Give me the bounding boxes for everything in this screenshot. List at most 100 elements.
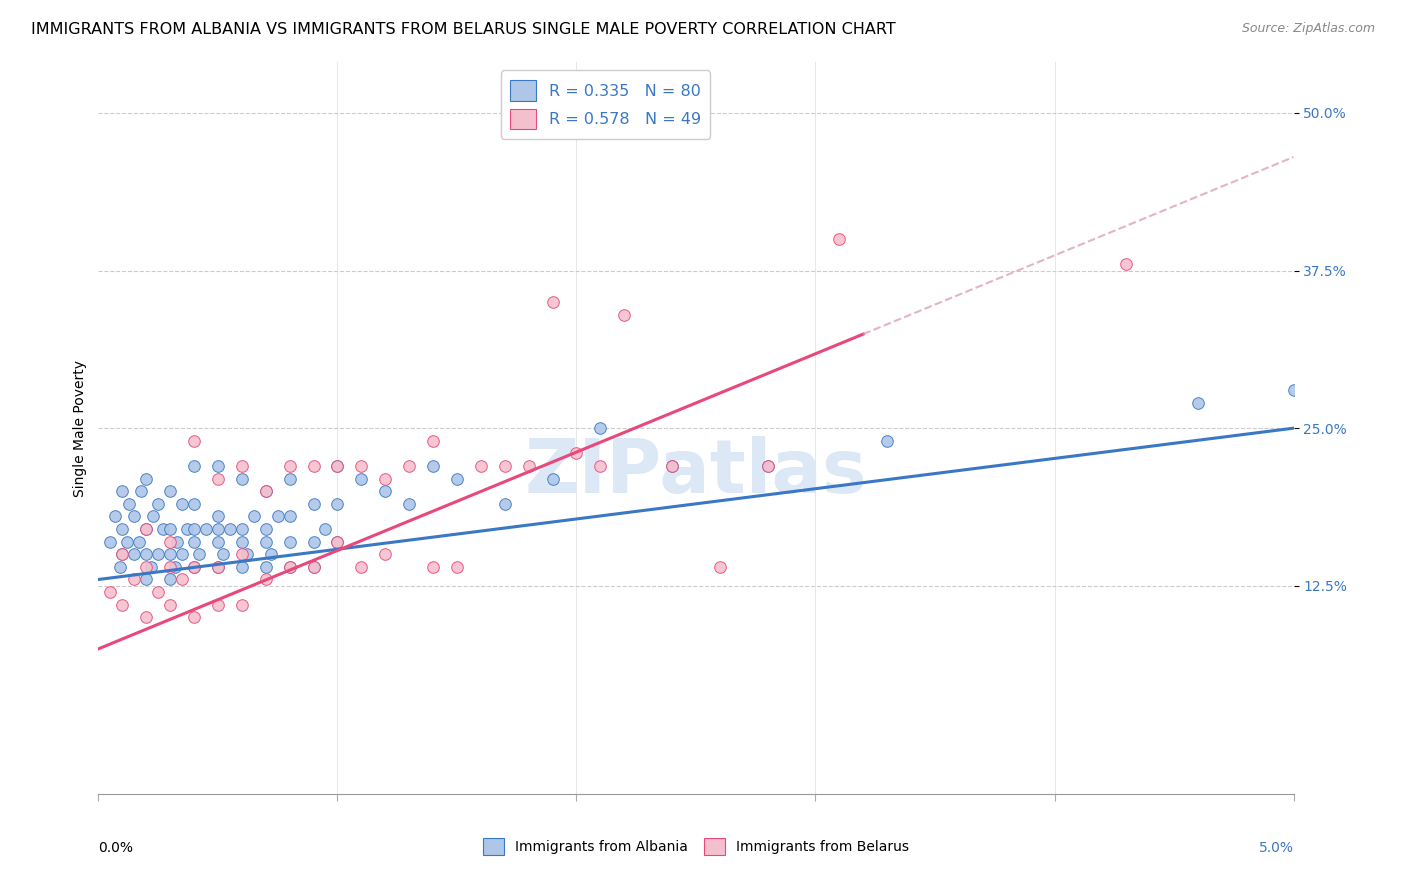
Point	[470, 458, 492, 473]
Point	[135, 547, 157, 561]
Point	[302, 497, 325, 511]
Point	[159, 484, 181, 499]
Point	[183, 458, 205, 473]
Point	[115, 534, 138, 549]
Point	[254, 484, 277, 499]
Point	[172, 497, 194, 511]
Point	[172, 547, 194, 561]
Point	[176, 522, 198, 536]
Point	[131, 484, 153, 499]
Point	[1115, 257, 1137, 271]
Point	[187, 547, 209, 561]
Point	[172, 573, 194, 587]
Point	[124, 547, 146, 561]
Point	[231, 522, 253, 536]
Point	[124, 509, 146, 524]
Text: Source: ZipAtlas.com: Source: ZipAtlas.com	[1241, 22, 1375, 36]
Point	[207, 560, 229, 574]
Point	[166, 534, 188, 549]
Point	[422, 458, 444, 473]
Point	[183, 560, 205, 574]
Point	[661, 458, 683, 473]
Point	[259, 547, 281, 561]
Point	[159, 573, 181, 587]
Y-axis label: Single Male Poverty: Single Male Poverty	[73, 359, 87, 497]
Point	[398, 458, 420, 473]
Point	[254, 534, 277, 549]
Point	[231, 534, 253, 549]
Point	[350, 458, 373, 473]
Point	[207, 560, 229, 574]
Point	[231, 547, 253, 561]
Point	[207, 472, 229, 486]
Point	[302, 560, 325, 574]
Point	[124, 573, 146, 587]
Point	[159, 547, 181, 561]
Point	[350, 472, 373, 486]
Point	[446, 560, 468, 574]
Point	[183, 610, 205, 624]
Point	[1187, 396, 1209, 410]
Point	[211, 547, 233, 561]
Point	[135, 610, 157, 624]
Point	[828, 232, 851, 246]
Point	[315, 522, 337, 536]
Point	[219, 522, 242, 536]
Point	[104, 509, 127, 524]
Text: 0.0%: 0.0%	[98, 841, 134, 855]
Point	[254, 522, 277, 536]
Point	[231, 598, 253, 612]
Point	[183, 434, 205, 448]
Point	[207, 522, 229, 536]
Point	[231, 458, 253, 473]
Point	[278, 560, 301, 574]
Point	[231, 472, 253, 486]
Point	[148, 547, 170, 561]
Point	[517, 458, 540, 473]
Point	[278, 560, 301, 574]
Point	[207, 458, 229, 473]
Point	[613, 308, 636, 322]
Point	[541, 472, 564, 486]
Point	[709, 560, 731, 574]
Point	[98, 585, 122, 599]
Point	[350, 560, 373, 574]
Point	[254, 484, 277, 499]
Point	[422, 560, 444, 574]
Point	[876, 434, 898, 448]
Point	[128, 534, 150, 549]
Legend: Immigrants from Albania, Immigrants from Belarus: Immigrants from Albania, Immigrants from…	[477, 832, 915, 860]
Point	[139, 560, 162, 574]
Point	[118, 497, 141, 511]
Point	[589, 421, 612, 435]
Point	[135, 522, 157, 536]
Point	[398, 497, 420, 511]
Point	[326, 497, 349, 511]
Point	[152, 522, 174, 536]
Point	[98, 534, 122, 549]
Point	[148, 497, 170, 511]
Point	[326, 534, 349, 549]
Point	[326, 458, 349, 473]
Point	[135, 573, 157, 587]
Point	[243, 509, 266, 524]
Point	[159, 522, 181, 536]
Point	[326, 458, 349, 473]
Point	[148, 585, 170, 599]
Point	[159, 534, 181, 549]
Text: IMMIGRANTS FROM ALBANIA VS IMMIGRANTS FROM BELARUS SINGLE MALE POVERTY CORRELATI: IMMIGRANTS FROM ALBANIA VS IMMIGRANTS FR…	[31, 22, 896, 37]
Point	[108, 560, 131, 574]
Point	[302, 534, 325, 549]
Point	[195, 522, 218, 536]
Point	[183, 534, 205, 549]
Point	[254, 560, 277, 574]
Point	[183, 497, 205, 511]
Point	[278, 534, 301, 549]
Point	[254, 573, 277, 587]
Point	[163, 560, 186, 574]
Point	[159, 560, 181, 574]
Point	[422, 434, 444, 448]
Point	[302, 458, 325, 473]
Point	[278, 458, 301, 473]
Point	[374, 472, 396, 486]
